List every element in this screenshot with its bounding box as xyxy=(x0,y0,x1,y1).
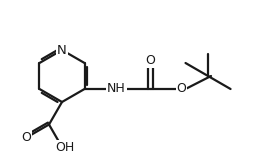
Text: O: O xyxy=(177,82,186,95)
Text: NH: NH xyxy=(107,82,126,95)
Text: O: O xyxy=(146,54,155,67)
Text: OH: OH xyxy=(55,140,75,154)
Text: N: N xyxy=(57,43,67,57)
Text: O: O xyxy=(22,131,31,144)
